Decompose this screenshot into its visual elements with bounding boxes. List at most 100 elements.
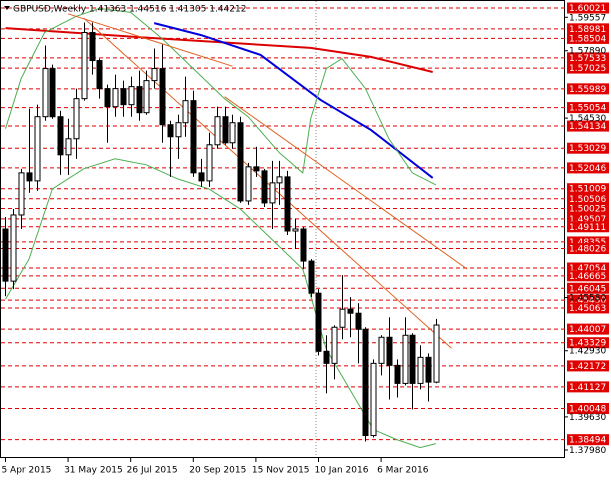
candle-body bbox=[339, 308, 346, 328]
level-label-bg bbox=[567, 120, 609, 132]
y-tick-label: 1.42930 bbox=[569, 347, 606, 357]
candle-body bbox=[42, 68, 49, 118]
level-label-bg bbox=[567, 202, 609, 214]
y-tick-label: 1.45580 bbox=[569, 294, 606, 304]
y-tick-label: 1.39630 bbox=[569, 413, 606, 423]
level-label: 1.55054 bbox=[569, 104, 606, 114]
candle-body bbox=[292, 228, 299, 232]
level-label-bg bbox=[567, 213, 609, 225]
candle-body bbox=[151, 68, 158, 82]
candle-body bbox=[222, 116, 229, 144]
indicator-line bbox=[67, 13, 233, 67]
x-tick-label: 6 Mar 2016 bbox=[377, 466, 429, 476]
level-label-bg bbox=[567, 294, 609, 306]
level-label-bg bbox=[567, 243, 609, 255]
level-label: 1.38494 bbox=[569, 436, 606, 446]
level-label: 1.43329 bbox=[569, 339, 606, 349]
indicator-line bbox=[5, 158, 437, 449]
level-label-bg bbox=[567, 403, 609, 415]
level-label-bg bbox=[567, 102, 609, 114]
indicator-line bbox=[224, 96, 468, 270]
levels bbox=[1, 7, 565, 441]
level-label: 1.42172 bbox=[569, 362, 606, 372]
level-label-bg bbox=[567, 381, 609, 393]
level-label: 1.49507 bbox=[569, 215, 606, 225]
candle-body bbox=[433, 324, 440, 383]
candle-body bbox=[409, 334, 416, 384]
candle-body bbox=[417, 356, 424, 384]
level-label-bg bbox=[567, 270, 609, 282]
level-label: 1.41127 bbox=[569, 383, 606, 393]
candle-body bbox=[378, 336, 385, 364]
level-label: 1.47054 bbox=[569, 264, 606, 274]
level-label-bg bbox=[567, 337, 609, 349]
x-tick-label: 26 Jul 2015 bbox=[127, 466, 178, 476]
level-label: 1.48355 bbox=[569, 238, 606, 248]
level-label-bg bbox=[567, 162, 609, 174]
candle-body bbox=[386, 336, 393, 366]
candle-body bbox=[57, 116, 64, 156]
level-label-bg bbox=[567, 2, 609, 14]
level-label-bg bbox=[567, 323, 609, 335]
indicator-line bbox=[83, 17, 452, 349]
y-tick-label: 1.59557 bbox=[569, 13, 606, 23]
level-label: 1.40048 bbox=[569, 405, 606, 415]
candle-body bbox=[167, 124, 174, 138]
candle-body bbox=[190, 100, 197, 174]
level-label: 1.52046 bbox=[569, 164, 606, 174]
candle-body bbox=[331, 326, 338, 364]
level-label-bg bbox=[567, 262, 609, 274]
y-tick-label: 1.37980 bbox=[569, 446, 606, 456]
chart-title: GBPUSD,Weekly 1.41363 1.44516 1.41305 1.… bbox=[13, 5, 246, 15]
level-label: 1.60021 bbox=[569, 4, 606, 14]
candle-body bbox=[261, 170, 268, 204]
level-label-bg bbox=[567, 52, 609, 64]
level-label-bg bbox=[567, 142, 609, 154]
level-label-bg bbox=[567, 302, 609, 314]
level-label: 1.45063 bbox=[569, 304, 606, 314]
level-label-bg bbox=[567, 221, 609, 233]
candle-body bbox=[362, 328, 369, 437]
level-label: 1.50025 bbox=[569, 204, 606, 214]
candle-body bbox=[2, 228, 9, 282]
candle-body bbox=[237, 122, 244, 202]
level-label: 1.57533 bbox=[569, 54, 606, 64]
level-label: 1.55989 bbox=[569, 85, 606, 95]
level-label: 1.49111 bbox=[569, 223, 606, 233]
level-label-bg bbox=[567, 193, 609, 205]
candle-body bbox=[96, 60, 103, 90]
candle-body bbox=[182, 100, 189, 124]
level-label: 1.58981 bbox=[569, 25, 606, 35]
level-label: 1.45450 bbox=[569, 296, 606, 306]
level-label-bg bbox=[567, 236, 609, 248]
candle-body bbox=[394, 364, 401, 384]
candle-body bbox=[143, 80, 150, 114]
level-label: 1.46045 bbox=[569, 284, 606, 294]
menu-icon[interactable] bbox=[4, 6, 10, 10]
candle-body bbox=[26, 172, 33, 182]
level-label: 1.51009 bbox=[569, 185, 606, 195]
level-label: 1.53029 bbox=[569, 144, 606, 154]
candle-body bbox=[355, 312, 362, 330]
x-tick-label: 15 Nov 2015 bbox=[252, 466, 310, 476]
indicator-lines bbox=[5, 7, 468, 449]
level-label-bg bbox=[567, 183, 609, 195]
level-label-bg bbox=[567, 32, 609, 44]
level-label-bg bbox=[567, 282, 609, 294]
candle-body bbox=[10, 214, 17, 282]
level-label-bg bbox=[567, 23, 609, 35]
level-label: 1.48026 bbox=[569, 245, 606, 255]
level-label-bg bbox=[567, 434, 609, 446]
level-label-bg bbox=[567, 360, 609, 372]
x-tick-label: 20 Sep 2015 bbox=[189, 466, 246, 476]
level-label: 1.57025 bbox=[569, 64, 606, 74]
candle-body bbox=[175, 122, 182, 138]
x-tick-label: 5 Apr 2015 bbox=[1, 466, 51, 476]
candle-body bbox=[425, 356, 432, 383]
level-label: 1.58504 bbox=[569, 34, 606, 44]
candle-body bbox=[49, 68, 56, 118]
level-label: 1.44007 bbox=[569, 325, 606, 335]
plot-frame bbox=[0, 0, 565, 458]
candles bbox=[2, 22, 440, 442]
